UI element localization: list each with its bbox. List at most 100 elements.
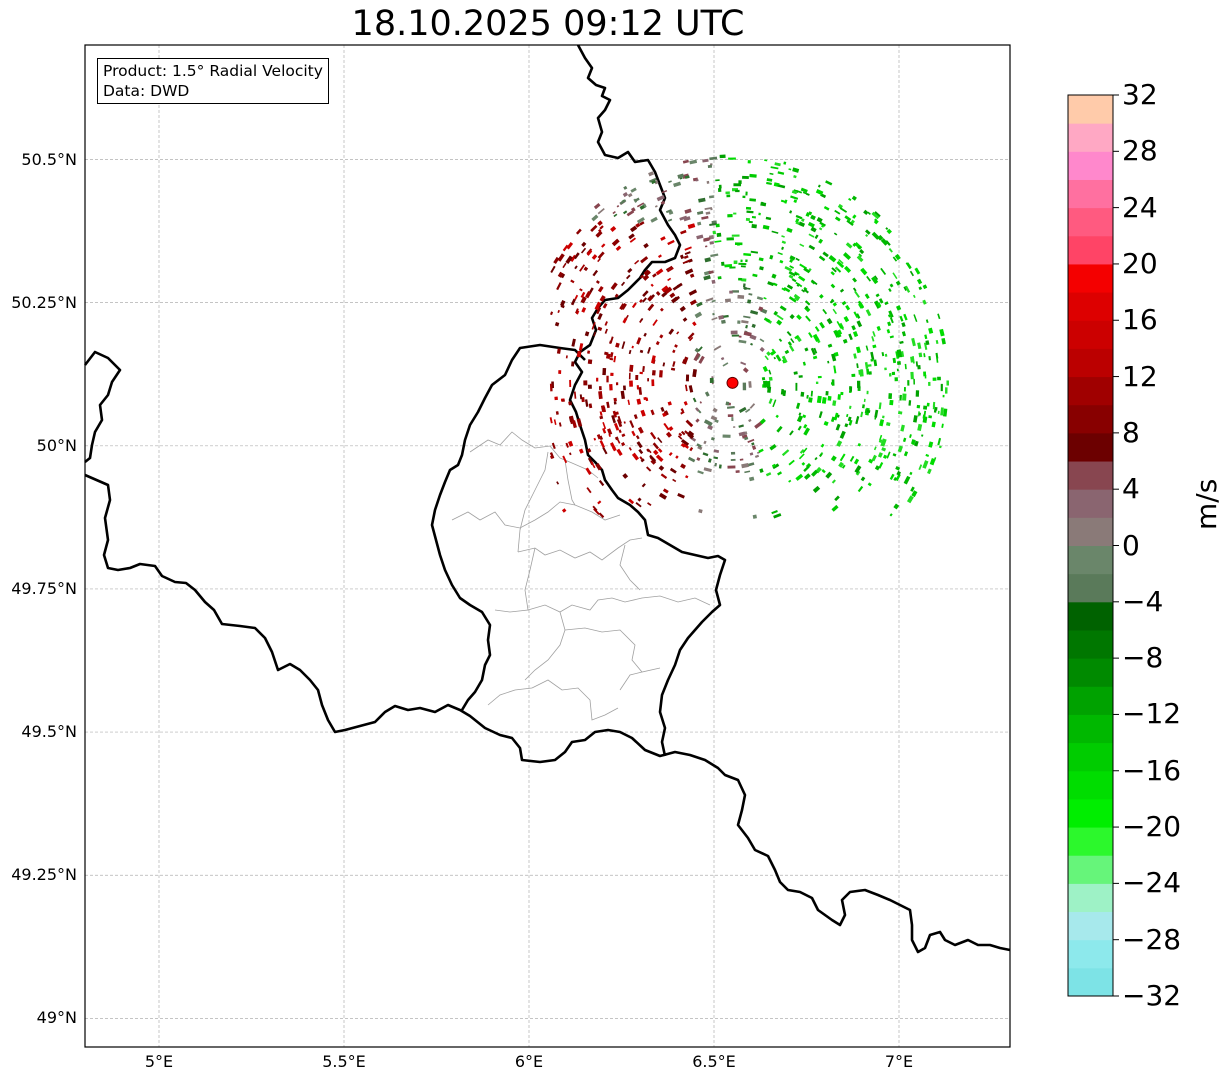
velocity-echo: [587, 384, 592, 389]
velocity-echo: [639, 371, 643, 375]
velocity-echo: [896, 470, 902, 476]
velocity-echo: [683, 401, 688, 406]
lat-tick-label: 49.25°N: [11, 865, 77, 885]
velocity-echo: [599, 440, 606, 448]
velocity-echo: [715, 223, 720, 228]
colorbar-tick-label: −8: [1122, 641, 1164, 675]
velocity-echo: [553, 419, 557, 425]
velocity-echo: [814, 326, 820, 332]
velocity-echo: [939, 328, 945, 337]
velocity-echo: [838, 258, 844, 265]
velocity-echo: [625, 274, 631, 280]
velocity-echo: [799, 449, 805, 454]
velocity-echo: [868, 371, 872, 375]
velocity-echo: [926, 402, 930, 407]
velocity-echo: [680, 438, 690, 447]
velocity-echo: [637, 426, 644, 434]
velocity-echo: [892, 453, 897, 457]
velocity-echo: [597, 286, 604, 293]
velocity-echo: [759, 468, 764, 473]
velocity-echo: [777, 171, 785, 175]
velocity-echo: [784, 349, 790, 355]
velocity-echo: [928, 356, 931, 361]
velocity-echo: [878, 402, 882, 410]
velocity-echo: [586, 487, 592, 494]
velocity-echo: [751, 445, 757, 450]
velocity-echo: [836, 260, 845, 269]
velocity-echo: [807, 221, 815, 228]
velocity-echo: [707, 458, 712, 463]
velocity-echo: [888, 310, 894, 318]
velocity-echo: [817, 184, 821, 188]
velocity-echo: [816, 395, 822, 404]
velocity-echo: [802, 191, 807, 195]
velocity-echo: [549, 452, 555, 459]
velocity-echo: [689, 273, 695, 278]
velocity-echo: [741, 320, 749, 324]
velocity-echo: [631, 302, 637, 309]
velocity-echo: [738, 262, 747, 266]
velocity-echo: [918, 286, 923, 291]
velocity-echo: [772, 399, 777, 408]
velocity-echo: [940, 383, 943, 392]
velocity-echo: [628, 349, 632, 355]
velocity-echo: [818, 453, 823, 458]
velocity-echo: [725, 191, 730, 195]
velocity-echo: [805, 212, 811, 217]
velocity-echo: [711, 279, 716, 284]
velocity-echo: [743, 286, 747, 290]
velocity-echo: [942, 408, 948, 417]
velocity-echo: [557, 253, 565, 262]
velocity-echo: [805, 192, 810, 196]
velocity-echo: [842, 338, 848, 344]
velocity-echo: [672, 361, 676, 367]
velocity-echo: [660, 200, 666, 205]
velocity-echo: [839, 430, 846, 439]
velocity-echo: [749, 198, 757, 202]
velocity-echo: [857, 442, 862, 447]
velocity-echo: [744, 436, 749, 441]
velocity-echo: [929, 458, 936, 466]
velocity-echo: [702, 158, 709, 163]
velocity-echo: [827, 343, 833, 348]
velocity-echo: [788, 479, 792, 483]
velocity-echo: [817, 375, 822, 379]
velocity-echo: [844, 265, 852, 273]
velocity-echo: [615, 382, 619, 386]
velocity-echo: [909, 270, 915, 277]
velocity-echo: [659, 370, 663, 378]
velocity-echo: [597, 257, 601, 263]
velocity-echo: [814, 234, 819, 240]
velocity-echo: [696, 210, 704, 215]
velocity-echo: [795, 402, 801, 410]
velocity-echo: [910, 371, 914, 380]
velocity-echo: [598, 391, 603, 400]
velocity-echo: [709, 156, 718, 161]
velocity-echo: [823, 420, 829, 426]
velocity-echo: [745, 217, 750, 222]
velocity-echo: [887, 321, 892, 327]
velocity-echo: [867, 364, 872, 367]
velocity-echo: [738, 424, 744, 428]
velocity-echo: [580, 247, 587, 254]
velocity-echo: [769, 254, 774, 260]
velocity-echo: [911, 337, 916, 347]
velocity-echo: [738, 335, 742, 338]
velocity-echo: [835, 423, 841, 431]
velocity-echo: [636, 216, 645, 224]
velocity-echo: [837, 329, 843, 336]
velocity-echo: [593, 331, 597, 337]
velocity-echo: [825, 471, 833, 479]
velocity-echo: [768, 369, 772, 375]
velocity-echo: [576, 418, 583, 427]
velocity-echo: [917, 365, 921, 370]
velocity-echo: [789, 255, 796, 261]
velocity-echo: [891, 371, 896, 376]
velocity-echo: [771, 463, 777, 468]
colorbar-segment: [1068, 207, 1113, 237]
velocity-echo: [795, 281, 803, 288]
velocity-echo: [839, 288, 845, 293]
velocity-echo: [712, 312, 715, 316]
velocity-echo: [652, 449, 659, 456]
velocity-echo: [643, 332, 647, 337]
